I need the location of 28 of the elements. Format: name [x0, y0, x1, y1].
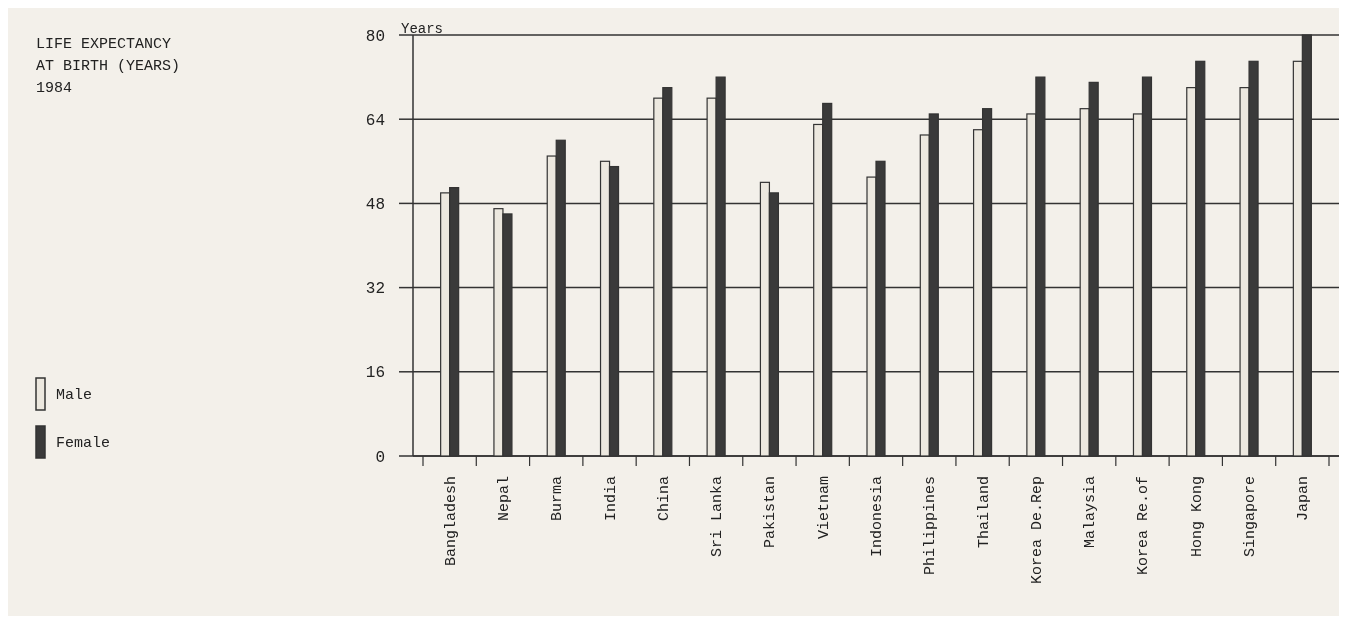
x-tick-label: Indonesia — [869, 476, 886, 558]
y-tick-label: 64 — [365, 111, 385, 130]
x-tick-label: Singapore — [1242, 476, 1260, 558]
legend-label: Male — [56, 387, 93, 405]
text: 1984 — [36, 80, 73, 97]
x-tick-label: China — [655, 476, 673, 522]
x-tick-label: Malaysia — [1082, 476, 1100, 549]
x-tick-label: Bangladesh — [442, 476, 460, 567]
x-tick-label: India — [602, 476, 620, 522]
x-tick-label: Thailand — [975, 476, 993, 549]
x-tick-label: Vietnam — [815, 476, 833, 540]
y-tick-label: 48 — [365, 196, 385, 214]
y-tick-label: 16 — [365, 364, 385, 383]
y-tick-label: 32 — [365, 280, 385, 299]
x-tick-label: Korea De.Rep — [1028, 476, 1046, 585]
x-tick-label: Philippines — [922, 476, 940, 576]
x-tick-label: Korea Re.of — [1135, 476, 1153, 576]
x-tick-label: Japan — [1295, 476, 1313, 522]
x-tick-label: Pakistan — [762, 476, 780, 549]
x-tick-label: Burma — [549, 476, 567, 522]
x-tick-label: Sri Lanka — [709, 476, 727, 558]
legend-label: Female — [56, 435, 111, 453]
x-tick-label: Hong Kong — [1188, 476, 1206, 558]
y-tick-label: 0 — [375, 448, 385, 467]
y-tick-label: 80 — [365, 27, 385, 46]
y-axis-title: Years — [401, 21, 444, 37]
x-tick-label: Nepal — [495, 476, 513, 522]
text: LIFE EXPECTANCY AT BIRTH (YEARS) — [36, 36, 181, 75]
